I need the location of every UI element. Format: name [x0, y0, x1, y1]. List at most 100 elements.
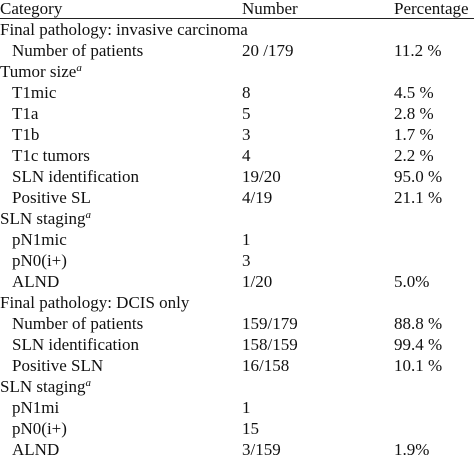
row-percentage: 2.2 %: [394, 145, 474, 166]
row-label: Number of patients: [0, 313, 242, 334]
row-label-text: SLN staging: [0, 377, 85, 396]
row-label-text: Positive SL: [12, 188, 91, 207]
row-percentage: 2.8 %: [394, 103, 474, 124]
footnote-marker: a: [85, 377, 91, 389]
row-number: 3: [242, 124, 394, 145]
row-number: [242, 292, 394, 313]
row-percentage: 5.0%: [394, 271, 474, 292]
header-category: Category: [0, 0, 242, 19]
row-number: 16/158: [242, 355, 394, 376]
row-percentage: [394, 292, 474, 313]
row-label-text: T1b: [12, 125, 39, 144]
row-percentage: [394, 229, 474, 250]
row-number: 20 /179: [242, 40, 394, 61]
row-percentage: [394, 397, 474, 418]
row-number: [242, 61, 394, 82]
row-number: 5: [242, 103, 394, 124]
row-label: Positive SL: [0, 187, 242, 208]
row-number: 3/159: [242, 439, 394, 460]
row-number: 158/159: [242, 334, 394, 355]
row-number: 159/179: [242, 313, 394, 334]
footnote-marker: a: [76, 62, 82, 74]
table-row: pN0(i+) 3: [0, 250, 474, 271]
table-header: Category Number Percentage: [0, 0, 474, 19]
row-percentage: [394, 418, 474, 439]
row-label: SLN staginga: [0, 208, 242, 229]
row-percentage: 4.5 %: [394, 82, 474, 103]
row-label: Number of patients: [0, 40, 242, 61]
row-label: Final pathology: DCIS only: [0, 292, 242, 313]
group-row: SLN staginga: [0, 208, 474, 229]
row-label: pN1mi: [0, 397, 242, 418]
row-label-text: Number of patients: [12, 41, 143, 60]
row-label-text: Positive SLN: [12, 356, 103, 375]
row-label: Final pathology: invasive carcinoma: [0, 19, 242, 41]
row-label: SLN identification: [0, 334, 242, 355]
row-label-text: SLN identification: [12, 335, 139, 354]
row-label: SLN identification: [0, 166, 242, 187]
header-number: Number: [242, 0, 394, 19]
group-row: SLN staginga: [0, 376, 474, 397]
row-label: T1c tumors: [0, 145, 242, 166]
row-percentage: 10.1 %: [394, 355, 474, 376]
row-percentage: 95.0 %: [394, 166, 474, 187]
row-label: Positive SLN: [0, 355, 242, 376]
row-label-text: Final pathology: DCIS only: [0, 293, 189, 312]
table-row: pN0(i+)15: [0, 418, 474, 439]
row-label-text: SLN staging: [0, 209, 85, 228]
row-percentage: 88.8 %: [394, 313, 474, 334]
row-label: pN1mic: [0, 229, 242, 250]
row-label-text: pN1mi: [12, 398, 59, 417]
table-row: pN1mi 1: [0, 397, 474, 418]
row-number: 1/20: [242, 271, 394, 292]
row-number: 4/19: [242, 187, 394, 208]
row-label: T1b: [0, 124, 242, 145]
row-number: [242, 376, 394, 397]
row-label-text: ALND: [12, 272, 59, 291]
row-percentage: [394, 208, 474, 229]
row-label: SLN staginga: [0, 376, 242, 397]
row-label-text: Number of patients: [12, 314, 143, 333]
row-number: 1: [242, 397, 394, 418]
row-label-text: ALND: [12, 440, 59, 459]
section-row: Final pathology: DCIS only: [0, 292, 474, 313]
header-percentage: Percentage: [394, 0, 474, 19]
header-row: Category Number Percentage: [0, 0, 474, 19]
row-label-text: pN0(i+): [12, 251, 67, 270]
row-label-text: T1a: [12, 104, 38, 123]
row-label: T1a: [0, 103, 242, 124]
section-row: Final pathology: invasive carcinoma: [0, 19, 474, 41]
row-number: 3: [242, 250, 394, 271]
row-label-text: Tumor size: [0, 62, 76, 81]
row-number: [242, 208, 394, 229]
row-percentage: 21.1 %: [394, 187, 474, 208]
row-number: 4: [242, 145, 394, 166]
row-label: pN0(i+): [0, 418, 242, 439]
row-percentage: 99.4 %: [394, 334, 474, 355]
row-number: 15: [242, 418, 394, 439]
group-row: Tumor sizea: [0, 61, 474, 82]
row-label-text: T1c tumors: [12, 146, 90, 165]
row-label-text: SLN identification: [12, 167, 139, 186]
row-label: pN0(i+): [0, 250, 242, 271]
row-number: 19/20: [242, 166, 394, 187]
row-percentage: [394, 250, 474, 271]
row-label-text: Final pathology: invasive carcinoma: [0, 20, 248, 39]
row-percentage: [394, 376, 474, 397]
row-number: [242, 19, 394, 41]
row-percentage: 11.2 %: [394, 40, 474, 61]
row-label-text: T1mic: [12, 83, 56, 102]
row-percentage: [394, 19, 474, 41]
footnote-marker: a: [85, 209, 91, 221]
row-label: ALND: [0, 439, 242, 460]
